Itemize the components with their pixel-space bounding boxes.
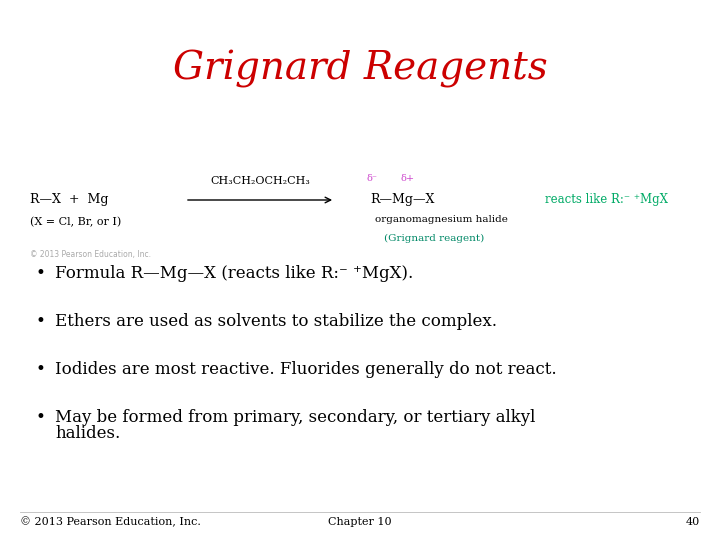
Text: •: • [35, 409, 45, 426]
Text: •: • [35, 265, 45, 282]
Text: R—Mg—X: R—Mg—X [370, 193, 434, 206]
Text: Grignard Reagents: Grignard Reagents [173, 50, 547, 88]
Text: (X = Cl, Br, or I): (X = Cl, Br, or I) [30, 217, 121, 227]
Text: CH₃CH₂OCH₂CH₃: CH₃CH₂OCH₂CH₃ [210, 176, 310, 186]
Text: •: • [35, 361, 45, 378]
Text: © 2013 Pearson Education, Inc.: © 2013 Pearson Education, Inc. [30, 251, 151, 260]
Text: Ethers are used as solvents to stabilize the complex.: Ethers are used as solvents to stabilize… [55, 313, 497, 330]
Text: δ⁻: δ⁻ [366, 174, 377, 183]
Text: δ+: δ+ [401, 174, 415, 183]
Text: 40: 40 [685, 517, 700, 527]
Text: Formula R—Mg—X (reacts like R:⁻ ⁺MgX).: Formula R—Mg—X (reacts like R:⁻ ⁺MgX). [55, 265, 413, 282]
Text: (Grignard reagent): (Grignard reagent) [384, 233, 485, 242]
Text: •: • [35, 313, 45, 330]
Text: © 2013 Pearson Education, Inc.: © 2013 Pearson Education, Inc. [20, 517, 201, 527]
Text: Chapter 10: Chapter 10 [328, 517, 392, 527]
Text: R—X  +  Mg: R—X + Mg [30, 193, 109, 206]
Text: organomagnesium halide: organomagnesium halide [375, 215, 508, 225]
Text: Iodides are most reactive. Fluorides generally do not react.: Iodides are most reactive. Fluorides gen… [55, 361, 557, 378]
Text: May be formed from primary, secondary, or tertiary alkyl: May be formed from primary, secondary, o… [55, 409, 536, 426]
Text: halides.: halides. [55, 425, 120, 442]
Text: reacts like R:⁻ ⁺MgX: reacts like R:⁻ ⁺MgX [545, 193, 668, 206]
